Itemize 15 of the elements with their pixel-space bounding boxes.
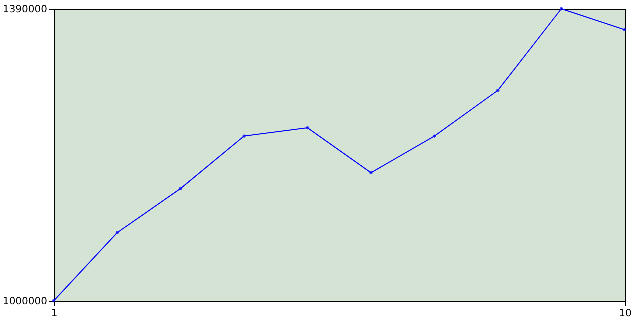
point	[116, 231, 120, 234]
point	[52, 299, 56, 303]
point	[306, 126, 310, 130]
point	[179, 187, 182, 190]
x-tick-label: 1	[51, 308, 58, 320]
point	[623, 28, 627, 32]
x-tick-label: 10	[619, 308, 632, 320]
y-tick-label: 1000000	[2, 296, 48, 308]
point	[496, 89, 500, 92]
point	[370, 171, 373, 175]
y-tick-label: 1390000	[2, 4, 48, 16]
point	[433, 134, 436, 138]
point	[242, 134, 246, 138]
point	[560, 7, 564, 11]
line-series	[52, 7, 627, 303]
